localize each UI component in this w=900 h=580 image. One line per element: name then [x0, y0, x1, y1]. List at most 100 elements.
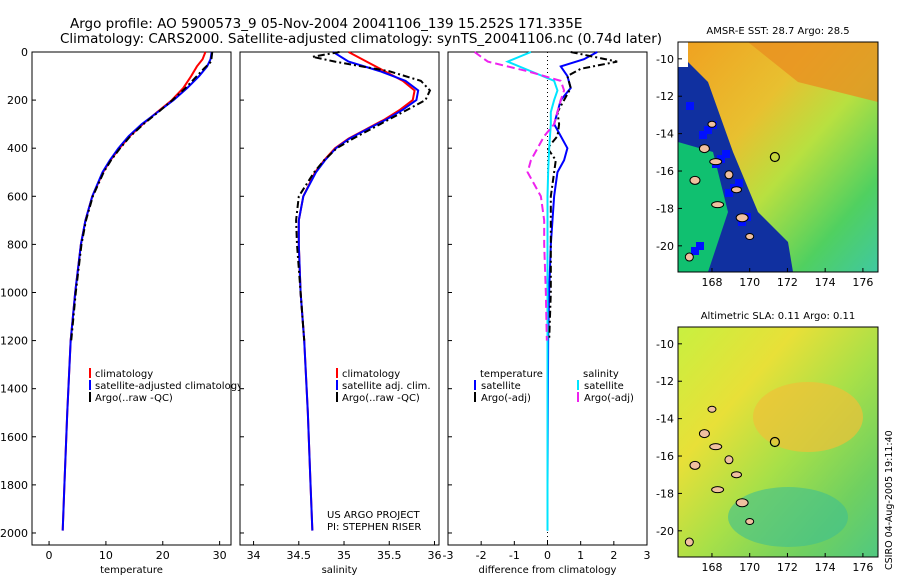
island-shape — [724, 455, 734, 465]
island-shape — [711, 201, 725, 209]
y-tick-label: -16 — [656, 165, 674, 178]
series-line-2 — [61, 51, 213, 531]
x-tick-label: 10 — [99, 549, 113, 562]
island-shape — [724, 170, 734, 180]
series-line-3 — [70, 51, 214, 341]
x-tick-label: 0 — [46, 549, 53, 562]
chart-panel-3: -3 -2 -1 0 1 2 3 difference from climatology tem… — [443, 51, 651, 576]
island-shape — [698, 144, 710, 154]
plot-frame — [239, 51, 440, 546]
legend-label: satellite — [481, 381, 521, 392]
y-tick-label: 200 — [7, 94, 28, 107]
x-tick-label: 172 — [777, 561, 798, 574]
x-tick-label: 172 — [777, 276, 798, 289]
island-shape — [730, 471, 742, 479]
y-tick-label: -20 — [656, 525, 674, 538]
island-shape — [707, 405, 717, 413]
y-tick-label: 600 — [7, 190, 28, 203]
x-tick-label: 170 — [739, 561, 760, 574]
y-tick-label: -20 — [656, 240, 674, 253]
y-tick-label: -10 — [656, 53, 674, 66]
x-tick-label: 0 — [544, 549, 551, 562]
map-title: Altimetric SLA: 0.11 Argo: 0.11 — [701, 311, 856, 322]
island-shape — [707, 120, 717, 128]
legend-label: climatology — [95, 369, 153, 380]
island-shape — [709, 158, 723, 166]
plot-frame — [31, 51, 232, 546]
x-tick-label: 168 — [701, 276, 722, 289]
x-tick-label: 30 — [213, 549, 227, 562]
island-shape — [730, 186, 742, 194]
legend-label: satellite — [584, 381, 624, 392]
argo-float-marker — [769, 151, 780, 163]
coastal-green-region — [678, 142, 728, 272]
island-shape — [709, 443, 723, 451]
y-tick-label: 2000 — [0, 527, 28, 540]
figure-title-line2: Climatology: CARS2000. Satellite-adjuste… — [60, 31, 663, 47]
x-axis-label: difference from climatology — [479, 565, 617, 576]
no-data-patch — [678, 42, 688, 67]
y-tick-label: -18 — [656, 487, 674, 500]
cold-pixel — [722, 150, 730, 158]
chart-panel-1: 0 200 400 600 800 1000 1200 1400 1600 1800 2000 0 10… — [0, 46, 243, 576]
x-tick-label: 36 — [427, 549, 441, 562]
x-tick-label: -1 — [509, 549, 520, 562]
argo-float-marker — [769, 436, 780, 448]
cold-pixel — [691, 247, 699, 255]
y-tick-label: 1800 — [0, 479, 28, 492]
map-frame — [677, 41, 879, 273]
x-tick-label: 3 — [644, 549, 651, 562]
cold-pixel — [696, 242, 704, 250]
timestamp-label: CSIRO 04-Aug-2005 19:11:40 — [884, 430, 895, 570]
x-tick-label: 168 — [701, 561, 722, 574]
legend-label: Argo(-adj) — [584, 393, 634, 404]
low-sla-region — [728, 487, 848, 547]
project-name: US ARGO PROJECT — [327, 510, 421, 521]
y-tick-label: 800 — [7, 238, 28, 251]
x-tick-label: 35.5 — [377, 549, 402, 562]
y-tick-label: 1000 — [0, 286, 28, 299]
x-tick-label: 170 — [739, 276, 760, 289]
map-field — [678, 327, 878, 557]
island-shape — [735, 213, 749, 223]
x-tick-label: -3 — [443, 549, 454, 562]
y-tick-label: -12 — [656, 375, 674, 388]
island-shape — [698, 429, 710, 439]
x-tick-label: 176 — [852, 276, 873, 289]
y-tick-label: 1400 — [0, 383, 28, 396]
legend-label: satellite-adjusted climatology — [95, 381, 243, 392]
island-shape — [711, 486, 725, 494]
y-tick-label: -10 — [656, 338, 674, 351]
y-tick-label: 400 — [7, 142, 28, 155]
y-tick-label: 1600 — [0, 431, 28, 444]
warm-water-region — [748, 42, 878, 102]
x-tick-label: 174 — [815, 276, 836, 289]
chart-panel-2: 34 34.5 35 35.5 36 salinity climatologysatelli… — [239, 51, 441, 576]
cold-pixel — [735, 179, 743, 187]
x-tick-label: 174 — [815, 561, 836, 574]
island-shape — [684, 252, 694, 262]
x-tick-label: 1 — [577, 549, 584, 562]
map-title: AMSR-E SST: 28.7 Argo: 28.5 — [706, 26, 849, 37]
series-line-3 — [505, 51, 559, 531]
cold-pixel — [725, 189, 733, 197]
legend-title-salinity: salinity — [583, 369, 619, 380]
y-tick-label: -18 — [656, 202, 674, 215]
island-shape — [745, 517, 755, 525]
legend-label: Argo(-adj) — [481, 393, 531, 404]
legend-label: climatology — [342, 369, 400, 380]
map-frame — [677, 326, 879, 558]
x-tick-label: 34.5 — [287, 549, 312, 562]
y-tick-label: 0 — [21, 46, 28, 59]
legend-label: Argo(..raw -QC) — [342, 393, 420, 404]
y-tick-label: -12 — [656, 90, 674, 103]
y-tick-label: -14 — [656, 128, 674, 141]
island-shape — [735, 498, 749, 508]
cold-pixel — [699, 131, 707, 139]
x-tick-label: 35 — [337, 549, 351, 562]
series-line-3 — [295, 51, 432, 341]
legend-label: satellite adj. clim. — [342, 381, 431, 392]
y-tick-label: -14 — [656, 413, 674, 426]
island-shape — [689, 460, 701, 470]
map-panel-1: AMSR-E SST: 28.7 Argo: 28.5 168 170 172 174 1… — [656, 26, 879, 289]
